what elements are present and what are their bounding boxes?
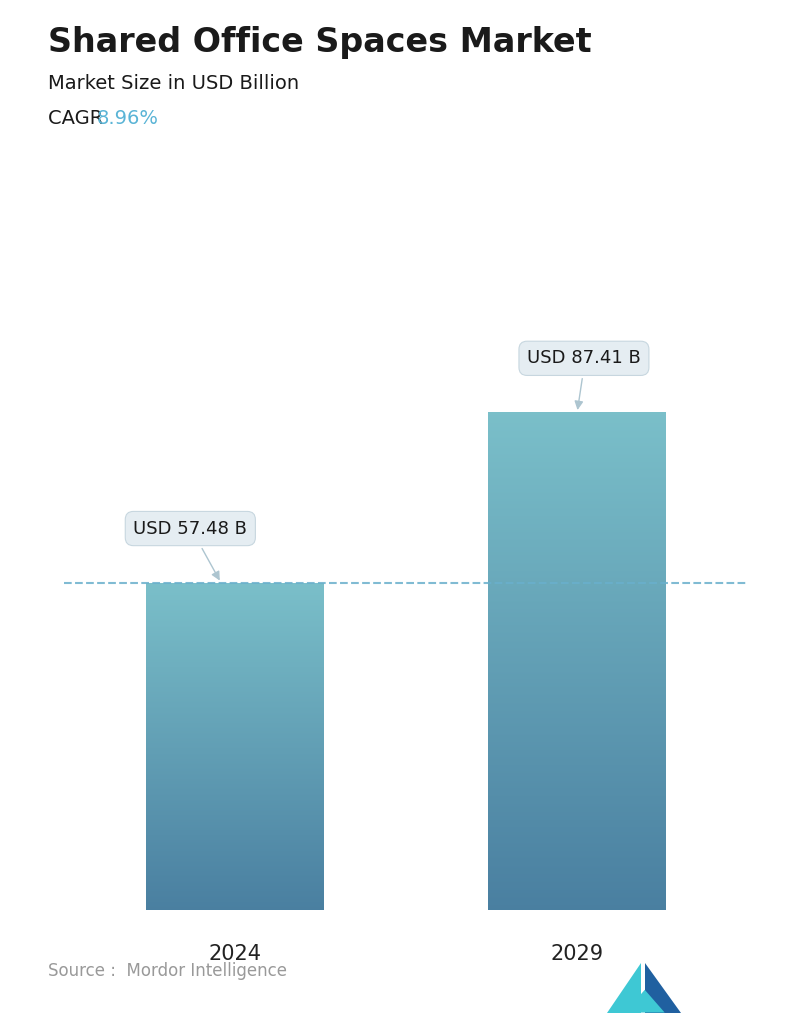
Text: Source :  Mordor Intelligence: Source : Mordor Intelligence — [48, 963, 287, 980]
Text: 2029: 2029 — [551, 944, 603, 964]
Text: USD 87.41 B: USD 87.41 B — [527, 349, 641, 408]
Text: CAGR: CAGR — [48, 109, 109, 127]
Text: 8.96%: 8.96% — [97, 109, 159, 127]
Polygon shape — [607, 963, 641, 1012]
Text: Shared Office Spaces Market: Shared Office Spaces Market — [48, 26, 591, 59]
Text: USD 57.48 B: USD 57.48 B — [134, 519, 248, 579]
Polygon shape — [645, 963, 681, 1012]
Text: 2024: 2024 — [209, 944, 261, 964]
Text: Market Size in USD Billion: Market Size in USD Billion — [48, 74, 298, 93]
Polygon shape — [625, 990, 665, 1012]
